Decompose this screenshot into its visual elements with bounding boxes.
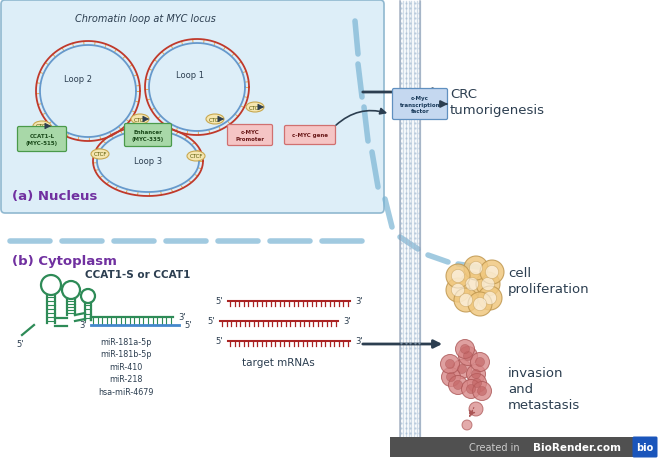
Text: Loop 1: Loop 1 bbox=[176, 71, 204, 80]
Circle shape bbox=[463, 352, 473, 361]
Text: 3': 3' bbox=[178, 313, 186, 322]
Text: 3': 3' bbox=[355, 297, 362, 306]
Circle shape bbox=[486, 266, 499, 279]
Circle shape bbox=[449, 375, 467, 395]
Circle shape bbox=[454, 288, 478, 312]
Circle shape bbox=[445, 360, 455, 369]
Text: target mRNAs: target mRNAs bbox=[242, 357, 314, 367]
FancyBboxPatch shape bbox=[390, 437, 657, 457]
Circle shape bbox=[478, 286, 502, 310]
Circle shape bbox=[469, 262, 482, 275]
Circle shape bbox=[467, 385, 476, 394]
Circle shape bbox=[476, 272, 500, 297]
Circle shape bbox=[451, 270, 465, 283]
Text: (a) Nucleus: (a) Nucleus bbox=[12, 190, 98, 202]
Text: Chromatin loop at MYC locus: Chromatin loop at MYC locus bbox=[74, 14, 215, 24]
FancyBboxPatch shape bbox=[1, 1, 384, 213]
Ellipse shape bbox=[33, 122, 51, 132]
Text: 5': 5' bbox=[16, 339, 24, 348]
Circle shape bbox=[462, 420, 472, 430]
Text: (b) Cytoplasm: (b) Cytoplasm bbox=[12, 254, 117, 268]
Text: CCAT1-L
(MYC-515): CCAT1-L (MYC-515) bbox=[26, 134, 58, 146]
Text: miR-181a-5p
miR-181b-5p
miR-410
miR-218
hsa-miR-4679: miR-181a-5p miR-181b-5p miR-410 miR-218 … bbox=[98, 337, 154, 396]
Circle shape bbox=[459, 347, 478, 366]
FancyBboxPatch shape bbox=[125, 124, 171, 147]
FancyBboxPatch shape bbox=[633, 437, 658, 458]
Circle shape bbox=[455, 340, 474, 359]
Text: 5': 5' bbox=[184, 321, 192, 330]
Text: CRC
tumorigenesis: CRC tumorigenesis bbox=[450, 88, 545, 117]
Circle shape bbox=[484, 292, 497, 305]
Text: invasion
and
metastasis: invasion and metastasis bbox=[508, 367, 581, 412]
Text: CTCF: CTCF bbox=[248, 105, 262, 110]
Circle shape bbox=[469, 402, 483, 416]
Ellipse shape bbox=[206, 115, 224, 125]
Circle shape bbox=[467, 374, 486, 392]
Circle shape bbox=[451, 284, 465, 297]
Text: 5': 5' bbox=[215, 297, 223, 306]
Text: 3': 3' bbox=[343, 317, 351, 326]
Text: c-MYC
Promoter: c-MYC Promoter bbox=[235, 130, 264, 141]
Circle shape bbox=[446, 279, 470, 302]
Text: Created in: Created in bbox=[469, 442, 523, 452]
Circle shape bbox=[461, 380, 480, 398]
Text: CCAT1-S or CCAT1: CCAT1-S or CCAT1 bbox=[85, 269, 190, 280]
Circle shape bbox=[465, 278, 478, 291]
Circle shape bbox=[471, 353, 490, 372]
Text: CTCF: CTCF bbox=[133, 117, 147, 122]
FancyBboxPatch shape bbox=[18, 127, 67, 152]
Circle shape bbox=[453, 360, 471, 379]
Circle shape bbox=[473, 298, 486, 311]
Text: CTCF: CTCF bbox=[189, 154, 203, 159]
Circle shape bbox=[457, 364, 467, 374]
Circle shape bbox=[477, 386, 486, 396]
Circle shape bbox=[482, 278, 495, 291]
Circle shape bbox=[461, 345, 470, 354]
Circle shape bbox=[473, 382, 492, 401]
FancyBboxPatch shape bbox=[393, 90, 447, 120]
Text: 5': 5' bbox=[215, 337, 223, 346]
Circle shape bbox=[467, 365, 486, 384]
Circle shape bbox=[446, 264, 470, 288]
Circle shape bbox=[475, 358, 484, 367]
Text: cell
proliferation: cell proliferation bbox=[508, 267, 590, 296]
Circle shape bbox=[480, 260, 504, 285]
Circle shape bbox=[471, 369, 480, 379]
Text: 5': 5' bbox=[208, 317, 215, 326]
Text: Loop 3: Loop 3 bbox=[134, 157, 162, 166]
Circle shape bbox=[459, 294, 473, 307]
Circle shape bbox=[473, 379, 482, 388]
Ellipse shape bbox=[187, 151, 205, 162]
Text: c-Myc
transcription
factor: c-Myc transcription factor bbox=[400, 96, 440, 113]
Circle shape bbox=[442, 368, 461, 386]
Text: Enhancer
(MYC-335): Enhancer (MYC-335) bbox=[132, 130, 164, 141]
Ellipse shape bbox=[131, 115, 149, 125]
Ellipse shape bbox=[246, 103, 264, 113]
Circle shape bbox=[464, 257, 488, 280]
Circle shape bbox=[460, 272, 484, 297]
Circle shape bbox=[468, 292, 492, 316]
Text: CTCF: CTCF bbox=[35, 124, 49, 129]
Ellipse shape bbox=[91, 150, 109, 160]
Text: Loop 2: Loop 2 bbox=[64, 75, 92, 84]
FancyBboxPatch shape bbox=[227, 125, 273, 146]
Text: 3': 3' bbox=[79, 321, 87, 330]
Text: c-MYC gene: c-MYC gene bbox=[292, 133, 328, 138]
Text: BioRender.com: BioRender.com bbox=[533, 442, 621, 452]
Circle shape bbox=[446, 373, 455, 382]
Circle shape bbox=[440, 355, 459, 374]
FancyBboxPatch shape bbox=[285, 126, 335, 145]
Text: bio: bio bbox=[637, 442, 654, 452]
Text: CTCF: CTCF bbox=[94, 152, 107, 157]
Text: CTCF: CTCF bbox=[208, 117, 221, 122]
Circle shape bbox=[453, 381, 463, 390]
Text: 3': 3' bbox=[355, 337, 362, 346]
